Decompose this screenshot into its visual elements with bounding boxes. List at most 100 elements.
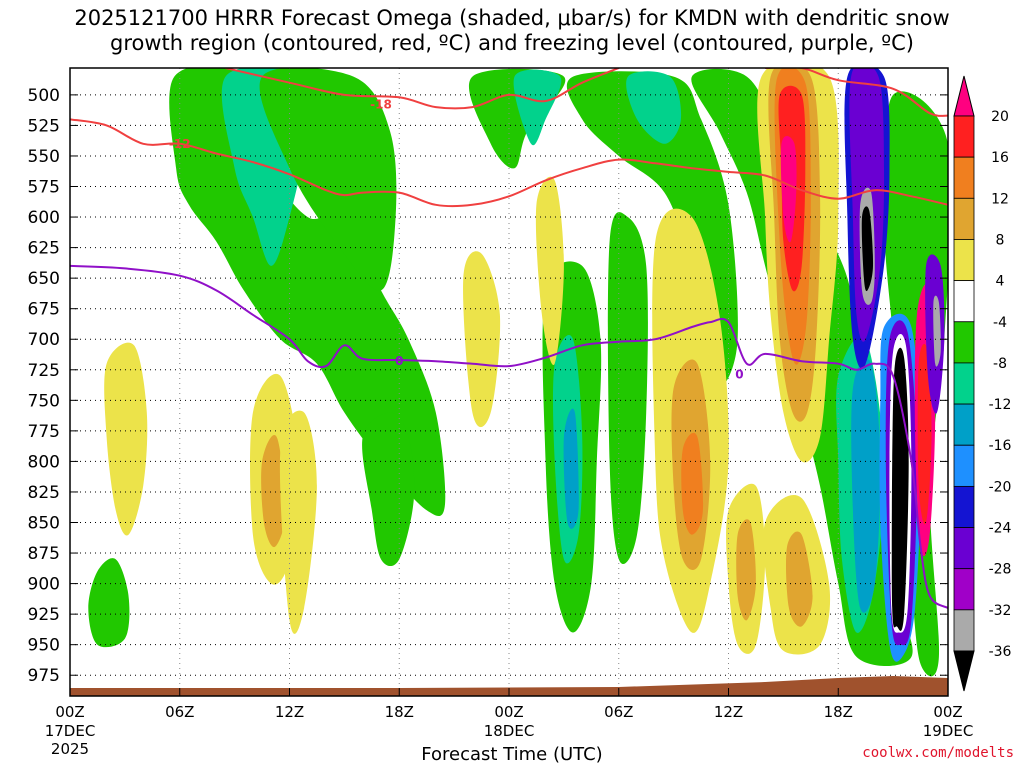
y-tick-label-700: 700 [28,330,60,350]
y-tick-label-550: 550 [28,147,60,167]
colorbar-swatch-10 [953,485,975,528]
colorbar-label--4: -4 [993,315,1007,331]
colorbar-cap-top [953,75,975,117]
colorbar-swatch-1 [953,115,975,158]
y-tick-label-975: 975 [28,666,60,686]
y-tick-label-625: 625 [28,239,60,259]
colorbar-label-12: 12 [991,191,1009,207]
credit-link[interactable]: coolwx.com/modelts [862,745,1014,761]
x-tick-label-36: 12Z [714,703,743,721]
chart-title-line2: growth region (contoured, red, ºC) and f… [110,31,914,55]
omega-region-4 [513,69,562,146]
omega-region-32 [780,136,797,243]
colorbar-swatch-12 [953,568,975,611]
x-year-label-0: 2025 [51,740,89,758]
x-date-label-0: 17DEC [45,722,96,740]
dendritic-label-0: -18 [370,98,392,112]
colorbar-label--20: -20 [989,479,1012,495]
x-date-label-48: 19DEC [923,722,974,740]
y-tick-label-575: 575 [28,178,60,198]
y-tick-label-825: 825 [28,483,60,503]
freezing-label-0: 0 [395,354,403,368]
dendritic-contour-2 [70,118,948,208]
omega-region-46 [933,295,941,367]
colorbar-label-16: 16 [991,150,1009,166]
freezing-level-contour [70,264,948,609]
omega-region-10 [362,412,415,567]
y-tick-label-500: 500 [28,86,60,106]
x-tick-label-24: 00Z [494,703,523,721]
y-tick-label-750: 750 [28,391,60,411]
omega-region-25 [736,519,756,621]
colorbar-label--32: -32 [989,603,1012,619]
colorbar-label-8: 8 [996,232,1005,248]
dendritic-contour-0 [225,68,620,110]
dendritic-contour-1 [765,68,948,117]
omega-region-14 [563,408,579,529]
omega-region-44 [917,344,932,525]
chart-title-line1: 2025121700 HRRR Forecast Omega (shaded, … [74,6,950,30]
y-tick-label-800: 800 [28,452,60,472]
colorbar-swatch-8 [953,403,975,446]
colorbar: 20 16 12 8 4 -4 -8 -12 -16 -20 -24 -28 -32 -36 [953,75,1012,692]
y-tick-label-600: 600 [28,208,60,228]
omega-region-20 [535,176,564,366]
y-tick-label-850: 850 [28,514,60,534]
omega-region-23 [681,432,704,535]
y-tick-label-950: 950 [28,636,60,656]
colorbar-label--8: -8 [993,356,1007,372]
x-axis-label: Forecast Time (UTC) [421,744,603,765]
x-tick-label-0: 00Z [55,703,84,721]
colorbar-swatch-9 [953,444,975,487]
colorbar-swatch-2 [953,156,975,199]
colorbar-label--12: -12 [989,397,1012,413]
contours: -18 -12 0 0 [70,68,948,609]
colorbar-label--36: -36 [989,644,1012,660]
y-tick-label-725: 725 [28,361,60,381]
omega-region-5 [566,71,738,389]
omega-region-6 [626,71,682,144]
colorbar-swatch-4 [953,239,975,282]
colorbar-label--24: -24 [989,521,1012,537]
omega-region-38 [861,206,874,292]
colorbar-swatch-7 [953,362,975,405]
omega-shading [88,68,948,677]
x-tick-label-48: 00Z [933,703,962,721]
chart-title: 2025121700 HRRR Forecast Omega (shaded, … [0,6,1024,56]
y-tick-label-675: 675 [28,300,60,320]
colorbar-swatch-5 [953,280,975,323]
omega-region-19 [463,251,501,428]
freezing-label-1: 0 [735,367,743,381]
x-tick-label-18: 18Z [385,703,414,721]
y-tick-label-650: 650 [28,269,60,289]
y-tick-label-900: 900 [28,575,60,595]
colorbar-label--16: -16 [989,438,1012,454]
y-axis: 500 525 550 575 600 625 650 675 700 725 750 775 800 8… [28,86,948,686]
x-tick-label-42: 18Z [824,703,853,721]
omega-region-2 [259,68,397,291]
colorbar-swatch-11 [953,527,975,570]
y-tick-label-875: 875 [28,544,60,564]
omega-region-9 [88,558,130,648]
colorbar-label-4: 4 [996,274,1005,290]
omega-region-34 [851,358,881,613]
dendritic-label-2: -12 [169,137,191,151]
x-date-label-24: 18DEC [484,722,535,740]
colorbar-swatch-6 [953,321,975,364]
omega-region-15 [104,342,148,536]
colorbar-cap-bottom [953,650,975,692]
x-tick-label-6: 06Z [165,703,194,721]
x-tick-label-30: 06Z [604,703,633,721]
y-tick-label-925: 925 [28,605,60,625]
colorbar-label--28: -28 [989,562,1012,578]
colorbar-label-20: 20 [991,109,1009,125]
x-tick-label-12: 12Z [275,703,304,721]
omega-region-17 [261,434,286,548]
colorbar-swatch-13 [953,609,975,652]
omega-region-12 [607,212,648,564]
y-tick-label-525: 525 [28,116,60,136]
y-tick-label-775: 775 [28,422,60,442]
colorbar-swatch-3 [953,197,975,240]
